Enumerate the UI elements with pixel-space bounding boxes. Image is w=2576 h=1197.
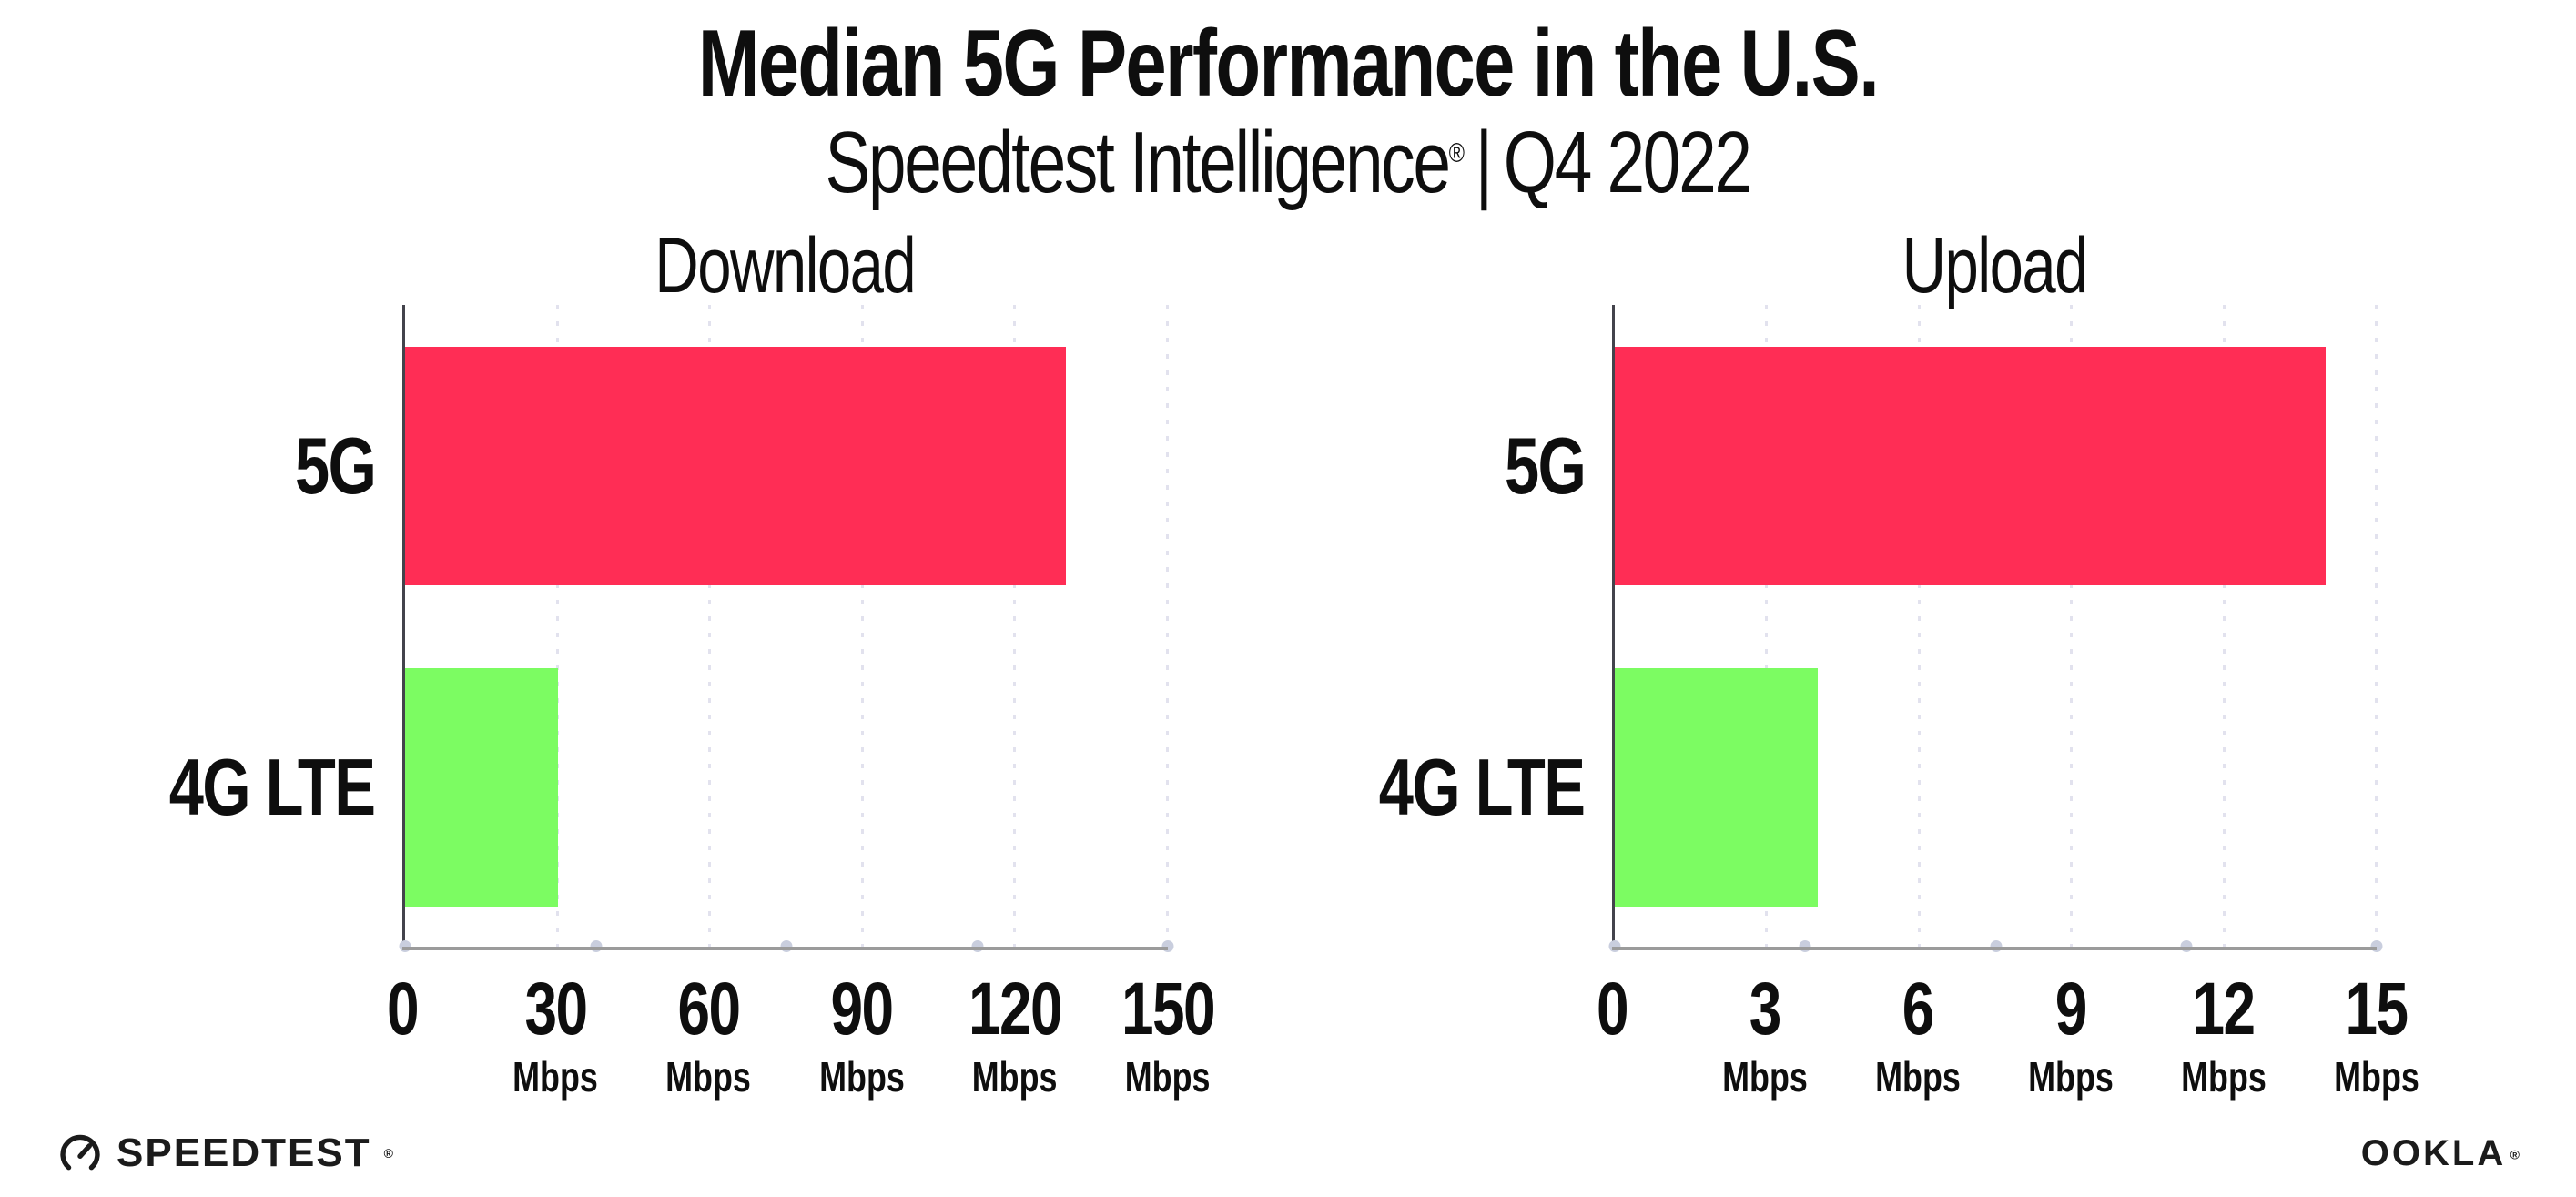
category-label-5g: 5G [1504,420,1587,511]
header: Median 5G Performance in the U.S. Speedt… [0,13,2576,208]
gridline [1917,305,1921,948]
download-x-axis-ticks: 0 30 Mbps 60 Mbps 90 Mbps 120 Mbps 150 M… [387,948,1216,1131]
tick-15: 15 Mbps [2334,968,2419,1101]
tick-150: 150 Mbps [1121,968,1216,1101]
gridline [555,305,559,948]
tick-30: 30 Mbps [512,968,599,1101]
bar-4g-lte-upload [1615,668,1819,908]
tick-6: 6 Mbps [1875,968,1961,1101]
bar-5g-upload [1615,346,2327,585]
gridline [708,305,712,948]
tick-90: 90 Mbps [818,968,905,1101]
bar-row-4g-lte [1615,627,2377,949]
charts-row: Download 5G 4G LTE [0,222,2576,1131]
download-chart-title: Download [654,222,917,309]
speedtest-gauge-icon [56,1130,104,1177]
gridline [2375,305,2378,948]
registered-mark-icon: ® [1449,138,1465,169]
gridline [2222,305,2226,948]
tick-0: 0 [386,968,420,1050]
category-label-5g: 5G [294,420,377,511]
footer: SPEEDTEST ® OOKLA ® [56,1130,2520,1177]
speedtest-wordmark: SPEEDTEST [117,1131,371,1175]
tick-60: 60 Mbps [665,968,752,1101]
download-category-labels: 5G 4G LTE [102,305,402,948]
upload-category-labels: 5G 4G LTE [1312,305,1612,948]
category-label-4g-lte: 4G LTE [169,742,376,833]
x-axis-line [402,947,1168,950]
bar-4g-lte-download [405,668,558,908]
tick-0: 0 [1596,968,1629,1050]
page-title: Median 5G Performance in the U.S. [0,11,2576,117]
registered-mark-icon: ® [383,1146,393,1161]
ookla-wordmark: OOKLA [2360,1132,2507,1173]
tick-9: 9 Mbps [2028,968,2114,1101]
gridline [2070,305,2074,948]
subtitle-brand: Speedtest Intelligence [825,114,1452,212]
bar-row-5g [405,305,1168,627]
upload-chart-title: Upload [1902,222,2088,309]
download-plot-area [399,305,1174,952]
gridline [1013,305,1017,948]
category-label-4g-lte: 4G LTE [1379,742,1586,833]
gridline [1765,305,1769,948]
bar-row-5g [1615,305,2377,627]
x-axis-line [1612,947,2377,950]
tick-12: 12 Mbps [2181,968,2267,1101]
bar-row-4g-lte [405,627,1168,949]
gridline [860,305,864,948]
gridline [1166,305,1169,948]
ookla-logo: OOKLA ® [2361,1133,2520,1174]
subtitle-period: Q4 2022 [1504,114,1752,212]
download-chart: Download 5G 4G LTE [102,222,1216,1131]
page-title-text: Median 5G Performance in the U.S. [697,11,1880,117]
subtitle-separator: | [1476,114,1493,212]
upload-chart: Upload 5G 4G LTE [1312,222,2419,1131]
page-subtitle: Speedtest Intelligence® | Q4 2022 [0,118,2576,208]
upload-plot-area [1608,305,2383,952]
bar-5g-download [405,346,1067,585]
upload-x-axis-ticks: 0 3 Mbps 6 Mbps 9 Mbps 12 Mbps 15 Mbps [1597,948,2419,1131]
tick-3: 3 Mbps [1722,968,1808,1101]
tick-120: 120 Mbps [968,968,1063,1101]
speedtest-logo: SPEEDTEST ® [56,1130,393,1177]
registered-mark-icon: ® [2510,1147,2520,1162]
